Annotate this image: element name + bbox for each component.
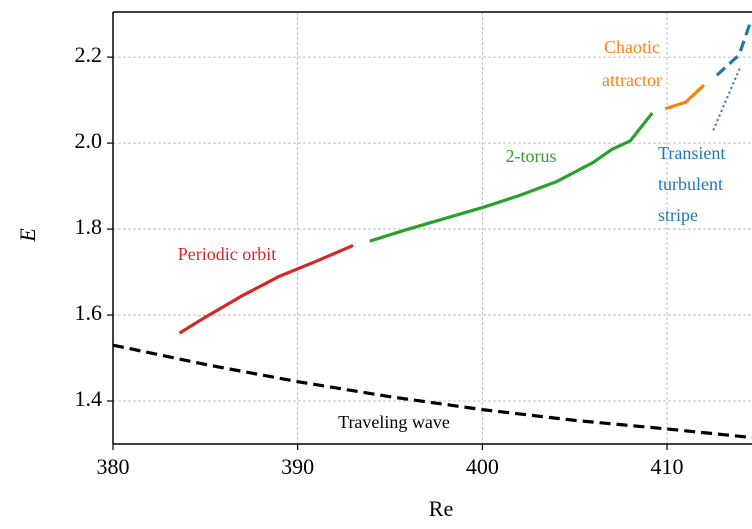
- x-tick-label: 410: [651, 454, 684, 479]
- x-tick-label: 390: [281, 454, 314, 479]
- x-tick-label: 380: [97, 454, 130, 479]
- series-line: [715, 19, 752, 77]
- series-label: 2-torus: [506, 146, 557, 166]
- y-tick-label: 1.4: [75, 386, 103, 411]
- series-line: [113, 343, 752, 440]
- y-tick-label: 2.0: [75, 128, 103, 153]
- series-line: [369, 112, 654, 243]
- series-line: [664, 83, 706, 111]
- series-label: Periodic orbit: [178, 244, 276, 264]
- x-axis-label: Re: [429, 496, 453, 521]
- y-tick-label: 1.8: [75, 214, 103, 239]
- y-axis-label: E: [15, 228, 40, 243]
- x-tick-label: 400: [466, 454, 499, 479]
- series-line: [178, 243, 354, 335]
- y-tick-label: 1.6: [75, 300, 103, 325]
- series-line: [712, 65, 742, 131]
- series-label: Traveling wave: [338, 412, 450, 432]
- series-label: Chaotic attractor: [602, 37, 662, 90]
- grid: [112, 12, 752, 444]
- plot-area: [113, 19, 752, 440]
- series-label: Transient turbulent stripe: [658, 143, 725, 225]
- y-tick-label: 2.2: [75, 42, 103, 67]
